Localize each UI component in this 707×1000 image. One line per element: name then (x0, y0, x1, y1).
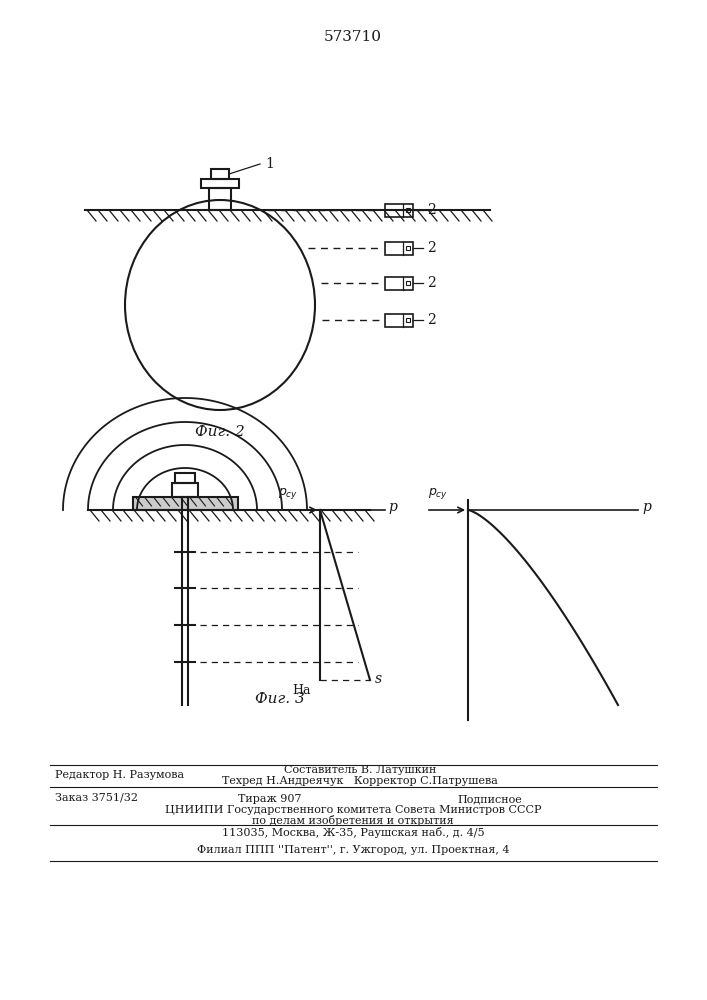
Bar (385, 204, 413, 217)
Text: Редактор Н. Разумова: Редактор Н. Разумова (55, 770, 184, 780)
Text: 2: 2 (427, 241, 436, 255)
Bar (385, 314, 413, 326)
Text: Фиг. 3: Фиг. 3 (255, 692, 305, 706)
Text: 113035, Москва, Ж-35, Раушская наб., д. 4/5: 113035, Москва, Ж-35, Раушская наб., д. … (222, 828, 484, 838)
Bar (406, 318, 410, 322)
Text: Ha: Ha (293, 684, 311, 697)
Bar (406, 281, 410, 285)
Text: Заказ 3751/32: Заказ 3751/32 (55, 792, 138, 802)
Text: Техред Н.Андреячук   Корректор С.Патрушева: Техред Н.Андреячук Корректор С.Патрушева (222, 776, 498, 786)
Text: 2: 2 (427, 276, 436, 290)
Bar (406, 208, 410, 212)
Bar (172, 483, 198, 497)
Bar (209, 188, 231, 210)
Text: Составитель В. Латушкин: Составитель В. Латушкин (284, 765, 436, 775)
Text: p: p (642, 500, 651, 514)
Bar (385, 241, 413, 254)
Text: s: s (375, 672, 382, 686)
Text: Тираж 907: Тираж 907 (238, 794, 302, 804)
Bar (385, 276, 413, 290)
Bar (211, 169, 229, 179)
Bar (132, 497, 238, 510)
Bar (201, 179, 239, 188)
Bar (406, 246, 410, 250)
Bar (175, 473, 195, 483)
Text: 2: 2 (427, 203, 436, 217)
Text: по делам изобретения и открытия: по делам изобретения и открытия (252, 816, 454, 826)
Text: 573710: 573710 (324, 30, 382, 44)
Text: p: p (388, 500, 397, 514)
Text: Филиал ППП ''Патент'', г. Ужгород, ул. Проектная, 4: Филиал ППП ''Патент'', г. Ужгород, ул. П… (197, 845, 509, 855)
Text: $p_{cy}$: $p_{cy}$ (278, 486, 298, 501)
Text: $p_{cy}$: $p_{cy}$ (428, 486, 448, 501)
Text: 2: 2 (427, 313, 436, 327)
Text: Фиг. 2: Фиг. 2 (195, 425, 245, 439)
Text: Подписное: Подписное (457, 794, 522, 804)
Text: 1: 1 (265, 157, 274, 171)
Text: ЦНИИПИ Государственного комитета Совета Министров СССР: ЦНИИПИ Государственного комитета Совета … (165, 805, 542, 815)
